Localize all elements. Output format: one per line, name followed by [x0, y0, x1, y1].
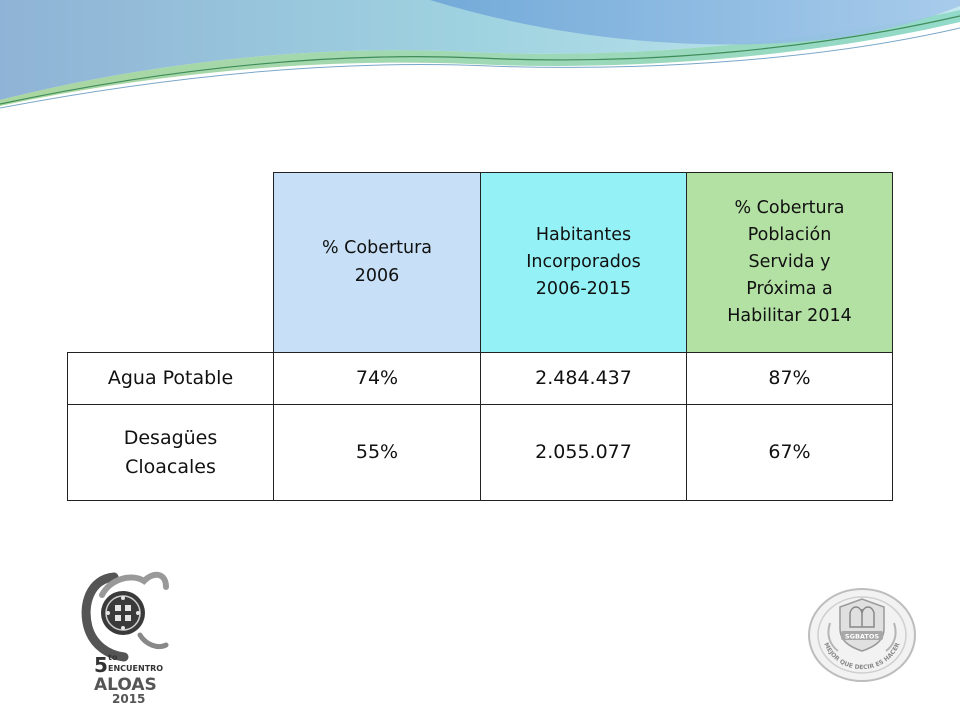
sgbatos-crest-logo: SGBATOS MEJOR QUE DECIR ES HACER	[808, 588, 916, 682]
svg-text:to: to	[108, 653, 118, 662]
svg-text:2015: 2015	[112, 692, 145, 706]
svg-text:5: 5	[94, 653, 108, 677]
header-wave-decoration	[0, 0, 960, 109]
cell-cobertura-2014: 67%	[686, 404, 893, 501]
cell-habitantes: 2.055.077	[480, 404, 687, 501]
header-habitantes-incorporados: Habitantes Incorporados 2006-2015	[480, 172, 687, 353]
row-label-desagues-cloacales: Desagües Cloacales	[67, 404, 274, 501]
table-row: Agua Potable 74% 2.484.437 87%	[67, 352, 893, 405]
aloas-encuentro-logo: 5 to ENCUENTRO ALOAS 2015	[81, 571, 169, 706]
row-label-agua-potable: Agua Potable	[67, 352, 274, 405]
table-header-row: % Cobertura 2006 Habitantes Incorporados…	[67, 172, 893, 353]
header-corner-cell	[67, 172, 274, 353]
table-row: Desagües Cloacales 55% 2.055.077 67%	[67, 404, 893, 501]
svg-text:ENCUENTRO: ENCUENTRO	[108, 664, 163, 673]
cell-cobertura-2014: 87%	[686, 352, 893, 405]
svg-text:ALOAS: ALOAS	[94, 675, 157, 695]
header-cobertura-2006: % Cobertura 2006	[273, 172, 481, 353]
coverage-table: % Cobertura 2006 Habitantes Incorporados…	[67, 172, 893, 501]
cell-cobertura-2006: 55%	[273, 404, 481, 501]
header-cobertura-2014: % Cobertura Población Servida y Próxima …	[686, 172, 893, 353]
svg-text:SGBATOS: SGBATOS	[845, 633, 879, 641]
cell-habitantes: 2.484.437	[480, 352, 687, 405]
cell-cobertura-2006: 74%	[273, 352, 481, 405]
